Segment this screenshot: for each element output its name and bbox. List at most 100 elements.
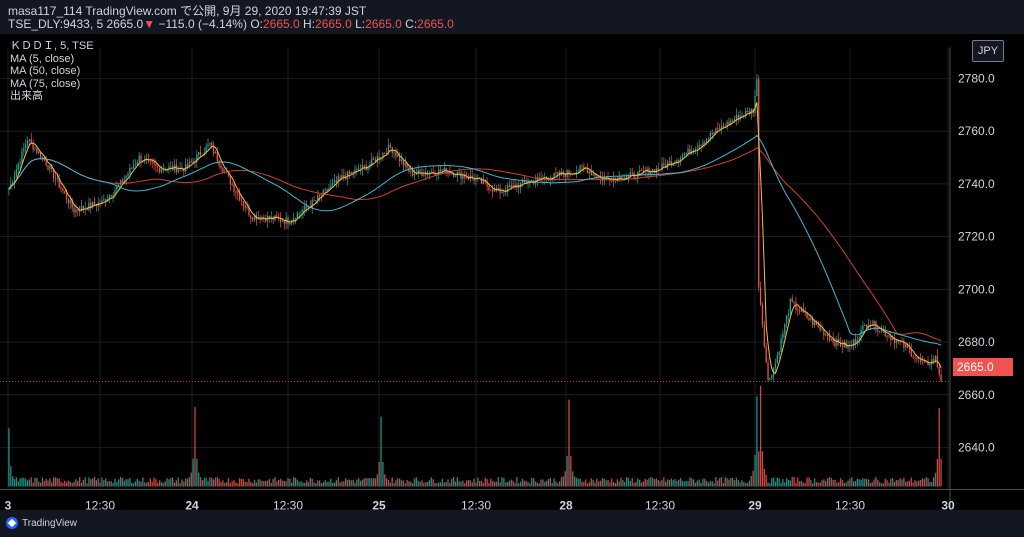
volume-bar (722, 483, 725, 487)
volume-bar (454, 481, 457, 487)
candle-body (692, 150, 695, 152)
volume-bar (186, 478, 189, 487)
volume-bar (419, 481, 421, 487)
candle-body (244, 205, 246, 208)
volume-bar (52, 477, 55, 487)
candle-body (679, 158, 682, 162)
candle-body (733, 119, 736, 121)
candle-body (795, 302, 797, 310)
candle-body (510, 185, 512, 188)
volume-bar (905, 481, 907, 487)
volume-bar (516, 477, 518, 487)
volume-bar (506, 482, 509, 487)
volume-bar (918, 480, 920, 487)
candle-body (685, 153, 687, 155)
volume-bar (12, 476, 14, 487)
volume-bar (158, 480, 161, 487)
candle-body (568, 170, 570, 175)
volume-bar (923, 479, 925, 487)
volume-bar (465, 480, 468, 487)
candle-body (663, 163, 665, 166)
volume-bar (376, 474, 378, 487)
volume-bar (192, 458, 194, 487)
volume-bar (410, 481, 412, 487)
candle-body (501, 191, 503, 193)
candle-body (296, 213, 298, 220)
volume-bar (309, 477, 311, 487)
volume-bar (318, 480, 321, 487)
volume-bar (345, 478, 347, 487)
candle-body (330, 185, 332, 189)
candle-body (82, 206, 85, 209)
candle-body (540, 177, 542, 179)
volume-bar (10, 466, 12, 487)
price-tick-label: 2640.0 (958, 441, 995, 455)
volume-bar (644, 478, 646, 487)
volume-bar (761, 451, 764, 487)
candle-body (555, 172, 557, 174)
candle-body (250, 215, 252, 219)
candle-body (402, 159, 405, 166)
candle-body (410, 170, 412, 172)
volume-bar (328, 481, 330, 487)
volume-bar (510, 479, 512, 487)
candle-body (426, 172, 429, 175)
volume-bar (927, 478, 929, 487)
volume-bar (536, 482, 538, 487)
volume-bar (384, 474, 386, 487)
volume-bar (925, 477, 927, 487)
candle-body (438, 169, 440, 175)
volume-bar (425, 482, 427, 487)
candle-body (238, 194, 241, 201)
currency-badge[interactable]: JPY (972, 40, 1004, 62)
volume-bar (869, 483, 872, 487)
volume-bar (183, 481, 185, 487)
candle-body (376, 156, 378, 163)
volume-bar (64, 480, 66, 487)
volume-bar (255, 482, 258, 487)
volume-bar (380, 416, 382, 487)
volume-bar (108, 481, 111, 487)
candle-body (140, 155, 142, 162)
legend-symbol: ＫＤＤＩ, 5, TSE (10, 40, 94, 52)
candle-body (39, 151, 42, 159)
candle-body (253, 215, 256, 220)
volume-bar (484, 477, 486, 487)
volume-bar (495, 481, 498, 487)
volume-bar (131, 482, 133, 487)
candle-body (423, 175, 425, 176)
candle-body (307, 206, 310, 208)
price-axis: 2640.0 2660.0 2680.0 2700.0 2720.0 2740.0 2760… (958, 72, 995, 455)
volume-bar (65, 482, 68, 487)
volume-bar (503, 477, 505, 487)
price-chart[interactable]: 2640.0 2660.0 2680.0 2700.0 2720.0 2740.0 2760… (0, 34, 1024, 537)
candle-body (441, 170, 444, 172)
volume-bar (95, 480, 98, 487)
volume-bar (791, 477, 793, 487)
volume-bar (657, 479, 659, 487)
candle-body (886, 335, 888, 337)
volume-bar (756, 396, 758, 487)
volume-bar (304, 482, 306, 487)
candle-body (800, 309, 803, 312)
tradingview-logo[interactable]: TradingView (6, 516, 77, 530)
volume-bar (901, 479, 903, 487)
candle-body (683, 154, 685, 156)
volume-bar (71, 482, 73, 487)
volume-bar (177, 477, 179, 487)
volume-bar (216, 477, 218, 487)
candle-body (892, 338, 894, 341)
candle-body (389, 144, 391, 147)
volume-bar (155, 479, 157, 487)
volume-bar (880, 483, 883, 487)
candle-body (335, 180, 338, 182)
candle-body (767, 362, 769, 380)
volume-bar (235, 482, 237, 487)
volume-bar (532, 478, 535, 487)
volume-bar (292, 477, 295, 487)
candle-body (196, 154, 198, 162)
candle-body (332, 182, 334, 186)
volume-bar (175, 480, 178, 487)
candle-body (503, 191, 505, 193)
volume-bar (938, 408, 940, 487)
